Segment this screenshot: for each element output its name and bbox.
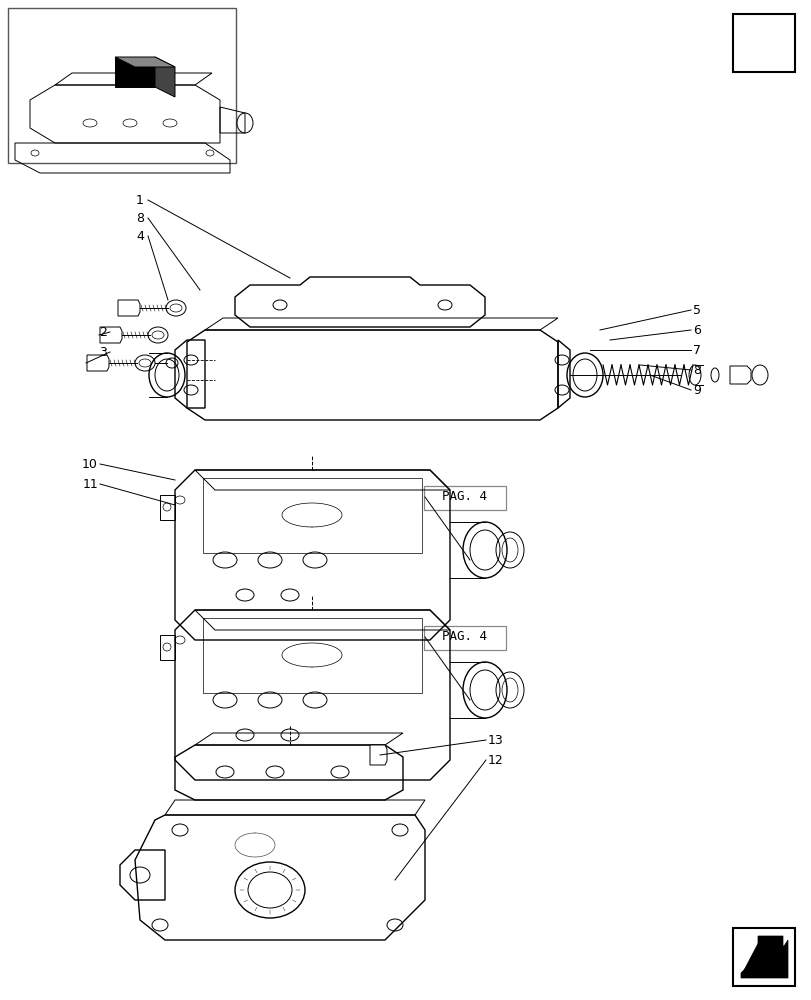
Polygon shape: [115, 57, 175, 67]
Bar: [203, 618, 422, 693]
Bar: [732, 14, 794, 72]
Polygon shape: [729, 366, 750, 384]
Polygon shape: [740, 936, 787, 978]
Polygon shape: [118, 300, 139, 316]
Text: 11: 11: [82, 478, 98, 490]
Text: 13: 13: [487, 733, 503, 746]
Bar: [203, 478, 422, 553]
Text: 10: 10: [82, 458, 98, 471]
Polygon shape: [155, 57, 175, 97]
Bar: [732, 928, 794, 986]
Bar: [8, 8, 236, 163]
Text: 1: 1: [136, 194, 144, 207]
Text: 8: 8: [135, 212, 144, 225]
FancyBboxPatch shape: [423, 486, 505, 510]
Text: 12: 12: [487, 754, 503, 766]
Text: 8: 8: [692, 363, 700, 376]
Polygon shape: [115, 57, 155, 87]
Polygon shape: [370, 745, 387, 765]
Text: PAG. 4: PAG. 4: [442, 630, 487, 644]
Text: 7: 7: [692, 344, 700, 357]
Text: 5: 5: [692, 304, 700, 316]
Text: 6: 6: [692, 324, 700, 336]
Text: 9: 9: [692, 383, 700, 396]
Text: 2: 2: [99, 326, 107, 338]
Polygon shape: [740, 936, 786, 976]
Text: 4: 4: [136, 230, 144, 242]
Polygon shape: [87, 355, 109, 371]
Polygon shape: [100, 327, 122, 343]
Text: PAG. 4: PAG. 4: [442, 490, 487, 504]
FancyBboxPatch shape: [423, 626, 505, 650]
Text: 3: 3: [99, 346, 107, 359]
